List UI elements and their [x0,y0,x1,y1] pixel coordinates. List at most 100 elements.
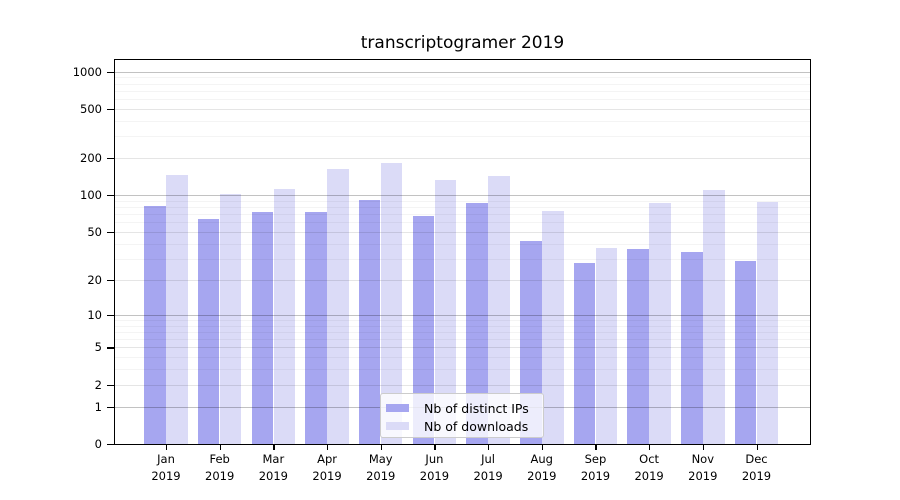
x-tick-year: 2019 [741,468,772,483]
plot-area: Nb of distinct IPs Nb of downloads [114,59,811,445]
y-tick-mark [107,279,114,282]
x-axis: Jan 2019 Feb 2019 Mar 2019 Apr 2019 May 2019 Jun 20… [115,445,812,500]
bar-mar-downloads [273,188,296,444]
y-axis: 0 1 2 5 10 20 50 100 200 500 1000 [0,60,114,451]
x-tick-year: 2019 [366,468,396,483]
x-axis-tick-label: Mar 2019 [241,451,305,484]
y-tick-mark [107,444,114,446]
bar-sep-downloads [595,247,618,444]
bar-jul-downloads [488,176,510,444]
y-axis-tick-label: 1 [94,399,102,414]
y-axis-tick-label: 200 [80,151,102,166]
gridline-minor [115,136,810,138]
bar-nov-ips [681,252,703,444]
x-tick-month: Jun [425,452,444,466]
y-tick-mark [107,384,114,386]
y-axis-tick-label: 100 [80,188,102,203]
gridline-minor [115,120,810,122]
x-axis-tick-label: Nov 2019 [671,451,735,484]
bar-may-ips [358,199,381,444]
bar-feb-downloads [219,193,242,444]
y-axis-tick-label: 20 [87,272,102,287]
y-axis-tick-label: 0 [94,437,102,451]
bar-dec-ips [734,260,757,444]
x-tick-year: 2019 [205,468,235,483]
bar-jun-ips [412,215,435,444]
bar-sep-ips [573,262,596,444]
bar-apr-downloads [327,169,349,444]
gridline-minor [115,90,810,92]
x-axis-tick-label: Aug 2019 [510,451,574,484]
x-tick-mark [434,445,436,450]
x-axis-tick-label: May 2019 [349,451,413,484]
legend-label: Nb of downloads [424,418,529,434]
x-tick-month: Jan [157,452,175,466]
x-tick-month: Sep [584,452,607,466]
y-tick-mark [107,406,114,408]
x-tick-year: 2019 [634,468,664,483]
x-axis-tick-label: Sep 2019 [563,451,627,484]
y-axis-tick-label: 50 [87,225,102,240]
x-tick-month: Dec [745,452,768,466]
bar-dec-downloads [756,202,779,444]
x-tick-year: 2019 [151,468,181,483]
x-tick-month: Nov [691,452,715,466]
x-tick-mark [327,445,329,450]
x-axis-tick-label: Feb 2019 [188,451,252,484]
y-axis-tick-label: 5 [94,340,102,355]
x-tick-year: 2019 [527,468,557,483]
y-axis-tick-label: 2 [94,377,102,392]
x-tick-mark [219,445,221,450]
x-tick-year: 2019 [688,468,718,483]
y-tick-mark [107,314,114,316]
legend-label: Nb of distinct IPs [424,400,529,416]
bar-jan-ips [144,205,166,444]
x-tick-mark [595,445,597,450]
y-axis-tick-label: 1000 [72,64,102,79]
y-tick-mark [107,195,114,197]
legend-item: Nb of downloads [386,417,539,435]
x-tick-mark [166,445,168,450]
gridline-minor [115,99,810,101]
legend: Nb of distinct IPs Nb of downloads [380,393,544,438]
x-tick-month: Apr [317,452,337,466]
x-axis-tick-label: Apr 2019 [295,451,359,484]
x-axis-tick-label: Oct 2019 [617,451,681,484]
bar-nov-downloads [703,189,725,444]
legend-swatch [386,404,409,412]
x-axis-tick-label: Jul 2019 [456,451,520,484]
x-tick-year: 2019 [580,468,611,483]
bar-jun-downloads [434,180,457,444]
y-tick-mark [107,347,114,349]
x-tick-mark [541,445,543,450]
bar-jul-ips [466,202,488,444]
y-tick-mark [107,71,114,73]
gridline-minor [115,77,810,79]
x-tick-month: Aug [530,452,553,466]
y-axis-tick-label: 10 [87,307,102,322]
gridline-500 [115,108,810,110]
gridline-minor [115,83,810,85]
x-tick-month: Mar [262,452,285,466]
bar-oct-ips [627,249,649,444]
bar-may-downloads [380,162,403,444]
x-tick-mark [649,445,651,450]
x-tick-year: 2019 [473,468,503,483]
bar-oct-downloads [649,202,671,444]
gridline-200 [115,158,810,160]
x-axis-tick-label: Jun 2019 [402,451,466,484]
bar-apr-ips [305,212,327,444]
y-tick-mark [107,108,114,111]
x-tick-mark [756,445,758,450]
bar-mar-ips [251,212,274,444]
legend-swatch [386,422,409,430]
bar-aug-downloads [542,211,564,444]
y-tick-mark [107,232,114,234]
x-tick-mark [488,445,490,450]
x-axis-tick-label: Jan 2019 [134,451,198,484]
x-tick-year: 2019 [312,468,342,483]
x-tick-month: Feb [209,452,230,466]
x-tick-month: Jul [481,452,496,466]
legend-item: Nb of distinct IPs [386,399,539,417]
